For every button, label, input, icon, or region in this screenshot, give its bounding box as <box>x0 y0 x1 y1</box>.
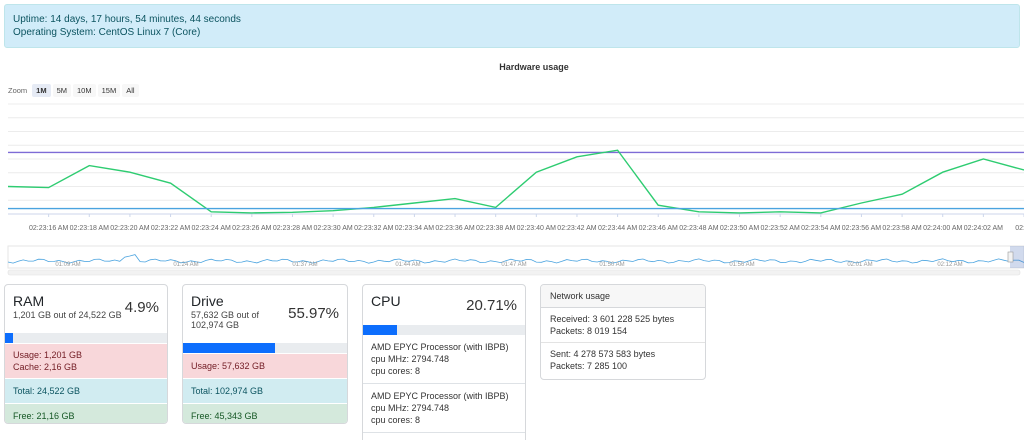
cpu-cores: cpu cores: 8 <box>371 366 421 376</box>
navigator-tick-label: 02:01 AM <box>847 262 872 268</box>
ram-usage: Usage: 1,201 GB <box>13 350 83 360</box>
navigator-series <box>7 254 1024 264</box>
os-text: Operating System: CentOS Linux 7 (Core) <box>13 27 201 38</box>
x-tick-label: 02:23:24 AM <box>192 225 231 232</box>
hardware-usage-chart[interactable]: 02:23:16 AM 02:23:18 AM 02:23:20 AM 02:23:2… <box>0 0 1024 280</box>
cpu-percent: 20.71% <box>466 297 517 314</box>
drive-free: Free: 45,343 GB <box>183 403 347 423</box>
cpu-progress-bar <box>363 325 525 335</box>
ram-free: Free: 21,16 GB <box>5 403 167 423</box>
system-info-alert: Uptime: 14 days, 17 hours, 54 minutes, 4… <box>4 4 1020 48</box>
zoom-all-button[interactable]: All <box>122 84 139 97</box>
x-tick-label: 02:23:40 AM <box>517 225 556 232</box>
ram-card: RAM 1,201 GB out of 24,522 GB 4.9% Usage… <box>4 284 168 424</box>
x-tick-label: 02:23:46 AM <box>639 225 678 232</box>
network-card: Network usage Received: 3 601 228 525 by… <box>540 284 706 380</box>
x-tick-label: 02:23:32 AM <box>354 225 393 232</box>
network-sent-section: Sent: 4 278 573 583 bytes Packets: 7 285… <box>541 343 705 377</box>
navigator-tick-label: 01:44 AM <box>395 262 420 268</box>
x-tick-label: 02:24:00 AM <box>923 225 962 232</box>
series-line-1 <box>7 149 1024 214</box>
navigator-area[interactable] <box>7 245 1024 269</box>
drive-percent: 55.97% <box>288 305 339 322</box>
navigator-tick-label: 02:12 AM <box>937 262 962 268</box>
x-tick-label: 02:23:28 AM <box>273 225 312 232</box>
navigator-tick-label: 01:50 AM <box>599 262 624 268</box>
cpu-mhz: cpu MHz: 2794.748 <box>371 403 450 413</box>
cpu-progress-fill <box>363 325 397 335</box>
x-tick-label: 02:23:56 AM <box>842 225 881 232</box>
ram-progress-fill <box>5 333 13 343</box>
network-sent-packets: Packets: 7 285 100 <box>550 361 628 371</box>
x-tick-label: 02:23:20 AM <box>110 225 149 232</box>
x-tick-label: 02:23:52 AM <box>761 225 800 232</box>
navigator-tick-label: 01:24 AM <box>173 262 198 268</box>
navigator-tick-label: 01:37 AM <box>292 262 317 268</box>
cpu-model: AMD EPYC Processor (with IBPB) <box>371 391 509 401</box>
ram-cache: Cache: 2,16 GB <box>13 362 78 372</box>
x-tick-label: 02:23:30 AM <box>313 225 352 232</box>
x-tick-label: 02:23:50 AM <box>720 225 759 232</box>
cpu-model: AMD EPYC Processor (with IBPB) <box>371 342 509 352</box>
navigator-handle[interactable] <box>1007 251 1014 263</box>
zoom-15m-button[interactable]: 15M <box>97 84 121 97</box>
cpu-card: CPU 20.71% AMD EPYC Processor (with IBPB… <box>362 284 526 440</box>
drive-total: Total: 102,974 GB <box>183 378 347 403</box>
zoom-controls: Zoom 1M 5M 10M 15M All <box>8 84 139 97</box>
network-received-packets: Packets: 8 019 154 <box>550 326 628 336</box>
drive-title: Drive <box>191 293 224 309</box>
x-tick-label: 02:23:54 AM <box>801 225 840 232</box>
cpu-core-item: AMD EPYC Processor (with IBPB) cpu MHz: … <box>363 335 525 384</box>
uptime-text: Uptime: 14 days, 17 hours, 54 minutes, 4… <box>13 14 241 25</box>
x-tick-label: 02:23:18 AM <box>70 225 109 232</box>
cpu-title: CPU <box>371 293 401 309</box>
x-tick-label: 02:23:44 AM <box>598 225 637 232</box>
zoom-1m-button[interactable]: 1M <box>32 84 51 97</box>
x-tick-label: 02:24:02 AM <box>964 225 1003 232</box>
ram-title: RAM <box>13 293 45 309</box>
cpu-core-item: AMD EPYC Processor (with IBPB) cpu MHz: … <box>363 384 525 433</box>
drive-card: Drive 57,632 GB out of 102,974 GB 55.97%… <box>182 284 348 424</box>
cpu-cores: cpu cores: 8 <box>371 415 421 425</box>
navigator-tick-label: 01:09 AM <box>55 262 80 268</box>
ram-total: Total: 24,522 GB <box>5 378 167 403</box>
network-title: Network usage <box>541 285 705 308</box>
ram-summary: 1,201 GB out of 24,522 GB <box>13 310 122 320</box>
navigator-tick-label: 01:47 AM <box>501 262 526 268</box>
x-tick-label: 02:23:38 AM <box>476 225 515 232</box>
ram-progress-bar <box>5 333 167 343</box>
drive-progress-bar <box>183 343 347 353</box>
x-tick-label: 02:23:42 AM <box>557 225 596 232</box>
chart-scrollbar[interactable] <box>7 269 1021 276</box>
ram-percent: 4.9% <box>124 299 159 316</box>
zoom-label: Zoom <box>8 86 28 95</box>
cpu-mhz: cpu MHz: 2794.748 <box>371 354 450 364</box>
x-tick-label: 02:23:36 AM <box>435 225 474 232</box>
x-tick-label: 02:23:58 AM <box>882 225 921 232</box>
ram-usage-row: Usage: 1,201 GB Cache: 2,16 GB <box>5 343 167 378</box>
navigator-selection[interactable] <box>1010 246 1024 268</box>
chart-title: Hardware usage <box>499 62 569 72</box>
zoom-10m-button[interactable]: 10M <box>73 84 96 97</box>
x-tick-label: 02:23:48 AM <box>679 225 718 232</box>
x-tick-label: 02:23:34 AM <box>395 225 434 232</box>
drive-progress-fill <box>183 343 275 353</box>
network-received: Received: 3 601 228 525 bytes <box>550 314 675 324</box>
x-tick-label: 02:23:26 AM <box>232 225 271 232</box>
network-received-section: Received: 3 601 228 525 bytes Packets: 8… <box>541 308 705 343</box>
navigator-tick-label: 01:56 AM <box>729 262 754 268</box>
drive-summary: 57,632 GB out of 102,974 GB <box>191 310 260 330</box>
zoom-5m-button[interactable]: 5M <box>52 84 72 97</box>
network-sent: Sent: 4 278 573 583 bytes <box>550 349 656 359</box>
x-tick-label: 02:24 <box>1015 225 1024 232</box>
x-tick-label: 02:23:16 AM <box>29 225 68 232</box>
x-tick-label: 02:23:22 AM <box>151 225 190 232</box>
drive-usage: Usage: 57,632 GB <box>183 353 347 378</box>
